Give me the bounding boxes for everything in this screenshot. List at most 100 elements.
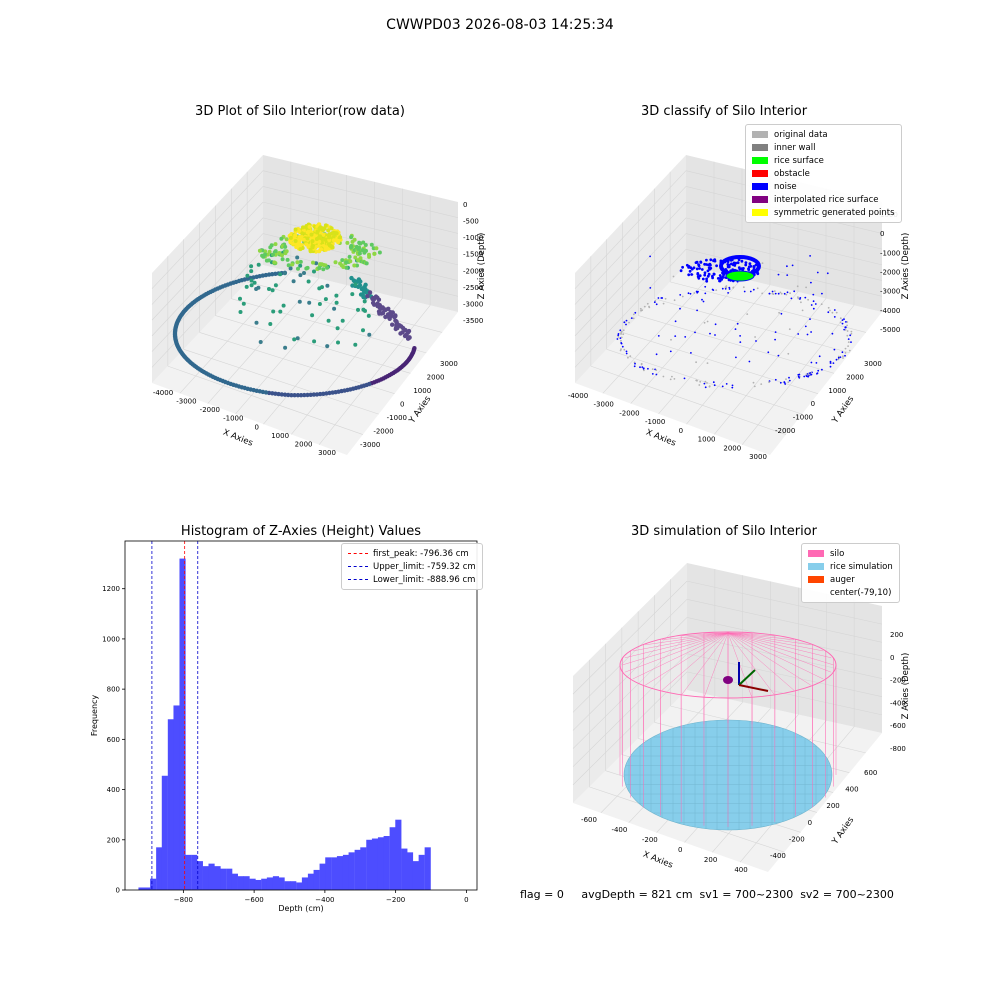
- data-point: [348, 259, 353, 264]
- data-point: [693, 292, 696, 294]
- histogram-bar: [272, 876, 280, 890]
- data-point: [787, 381, 790, 384]
- data-point: [311, 392, 317, 397]
- data-point: [690, 273, 693, 276]
- data-point: [335, 326, 340, 331]
- grid-line: [686, 291, 799, 425]
- data-point: [261, 254, 266, 259]
- data-point: [833, 309, 836, 311]
- data-point: [810, 331, 812, 333]
- grid-line: [247, 281, 443, 333]
- legend-label: original data: [774, 129, 828, 140]
- legend-item: inner wall: [752, 141, 895, 154]
- legend-swatch: [808, 550, 824, 557]
- histogram-bar: [156, 847, 163, 890]
- data-point: [290, 262, 295, 267]
- data-point: [832, 362, 835, 364]
- data-point: [696, 379, 698, 382]
- data-point: [617, 336, 620, 338]
- data-point: [312, 269, 316, 274]
- data-point: [349, 235, 354, 240]
- data-point: [777, 354, 780, 357]
- plot2-title: 3D classify of Silo Interior: [640, 104, 808, 119]
- y-tick-label: 2000: [846, 373, 864, 381]
- data-point: [728, 286, 731, 289]
- x-tick-label: 400: [734, 866, 747, 874]
- data-point: [698, 274, 702, 278]
- y-tick-label: 800: [107, 686, 120, 694]
- data-point: [786, 265, 788, 268]
- x-tick-label: −200: [386, 896, 405, 904]
- data-point: [271, 252, 275, 257]
- data-point: [743, 290, 746, 293]
- z-tick-label: 200: [890, 631, 903, 639]
- data-point: [681, 265, 684, 269]
- data-point: [361, 240, 366, 245]
- data-point: [286, 392, 291, 398]
- data-point: [699, 260, 703, 264]
- grid-line: [151, 186, 264, 305]
- data-point: [630, 317, 633, 319]
- data-point: [278, 309, 283, 314]
- data-point: [657, 335, 660, 337]
- data-point: [279, 392, 284, 397]
- grid-line: [606, 349, 803, 415]
- data-point: [703, 273, 707, 277]
- y-tick-label: -2000: [775, 427, 795, 435]
- data-point: [791, 264, 794, 267]
- data-point: [639, 307, 642, 310]
- histogram-bar: [214, 866, 221, 890]
- data-point: [325, 344, 330, 349]
- data-point: [334, 293, 339, 298]
- data-point: [311, 260, 315, 265]
- data-point: [732, 286, 735, 289]
- data-point: [270, 272, 275, 277]
- data-point: [356, 284, 361, 289]
- data-point: [292, 337, 297, 342]
- data-point: [687, 273, 691, 277]
- data-point: [841, 351, 844, 354]
- data-point: [321, 267, 326, 272]
- silo-roof-line: [661, 632, 729, 640]
- data-point: [327, 235, 332, 240]
- data-point: [284, 249, 289, 254]
- x-axis-label: X Axies: [221, 428, 254, 449]
- x-tick-label: −600: [245, 896, 264, 904]
- data-point: [317, 302, 322, 306]
- data-point: [319, 247, 323, 252]
- z-tick-label: -800: [890, 745, 906, 753]
- data-point: [756, 287, 759, 290]
- legend-label: auger: [830, 574, 855, 585]
- left-pane: [573, 563, 687, 803]
- data-point: [367, 254, 372, 259]
- z-tick-label: -3000: [463, 300, 483, 308]
- histogram-bar: [307, 873, 315, 890]
- grid-line: [572, 617, 688, 731]
- z-tick-label: -200: [890, 677, 906, 685]
- data-point: [646, 302, 649, 305]
- legend-line: [348, 553, 368, 554]
- data-point: [797, 333, 800, 335]
- data-point: [706, 320, 709, 323]
- grid-line: [199, 332, 395, 395]
- data-point: [729, 269, 733, 273]
- z-axis-label: Z Axies (Depth): [901, 653, 911, 720]
- grid-line: [167, 365, 363, 435]
- data-point: [295, 336, 300, 341]
- histogram-bar: [377, 837, 385, 890]
- data-point: [754, 336, 756, 338]
- silo-roof-line: [681, 632, 729, 695]
- data-point: [785, 378, 787, 381]
- y-tick-label: 1000: [413, 387, 431, 395]
- data-point: [788, 376, 790, 379]
- data-point: [305, 392, 310, 398]
- data-point: [321, 232, 326, 237]
- data-point: [620, 333, 622, 335]
- data-point: [687, 266, 690, 269]
- x-tick-label: −800: [174, 896, 193, 904]
- data-point: [326, 228, 331, 233]
- histogram-bar: [220, 868, 227, 890]
- data-point: [752, 265, 756, 268]
- data-point: [752, 381, 755, 384]
- data-point: [295, 393, 301, 398]
